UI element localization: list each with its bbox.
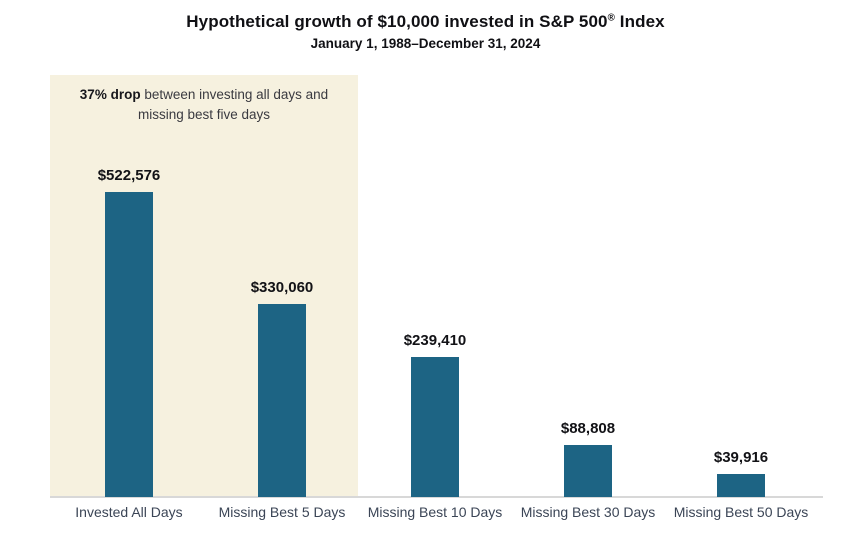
chart-subtitle: January 1, 1988–December 31, 2024	[310, 36, 541, 51]
chart-header: Hypothetical growth of $10,000 invested …	[0, 12, 851, 51]
chart-title-text: Hypothetical growth of $10,000 invested …	[186, 12, 608, 31]
x-axis-label-invested-all-days: Invested All Days	[75, 504, 183, 520]
highlight-region: 37% drop between investing all days and …	[50, 75, 358, 497]
bar-missing-best-30-days	[564, 445, 612, 497]
chart-title: Hypothetical growth of $10,000 invested …	[0, 12, 851, 32]
annotation-bold-text: 37% drop	[79, 87, 141, 102]
annotation: 37% drop between investing all days and …	[58, 85, 350, 124]
registered-trademark-symbol: ®	[607, 12, 615, 24]
x-axis-line	[50, 496, 823, 498]
value-label-missing-best-10-days: $239,410	[403, 332, 467, 349]
x-axis-label-missing-best-10-days: Missing Best 10 Days	[367, 504, 503, 520]
annotation-rest-text: between investing all days and missing b…	[137, 87, 329, 122]
x-axis-label-missing-best-5-days: Missing Best 5 Days	[218, 504, 346, 520]
value-label-missing-best-30-days: $88,808	[560, 420, 616, 437]
value-label-invested-all-days: $522,576	[97, 167, 161, 184]
value-label-missing-best-5-days: $330,060	[250, 279, 314, 296]
x-axis-label-missing-best-30-days: Missing Best 30 Days	[520, 504, 656, 520]
bar-invested-all-days	[105, 192, 153, 497]
bar-missing-best-10-days	[411, 357, 459, 497]
bar-missing-best-5-days	[258, 304, 306, 497]
value-label-missing-best-50-days: $39,916	[713, 449, 769, 466]
bar-missing-best-50-days	[717, 474, 765, 497]
chart-title-suffix: Index	[614, 12, 665, 31]
x-axis-label-missing-best-50-days: Missing Best 50 Days	[673, 504, 809, 520]
